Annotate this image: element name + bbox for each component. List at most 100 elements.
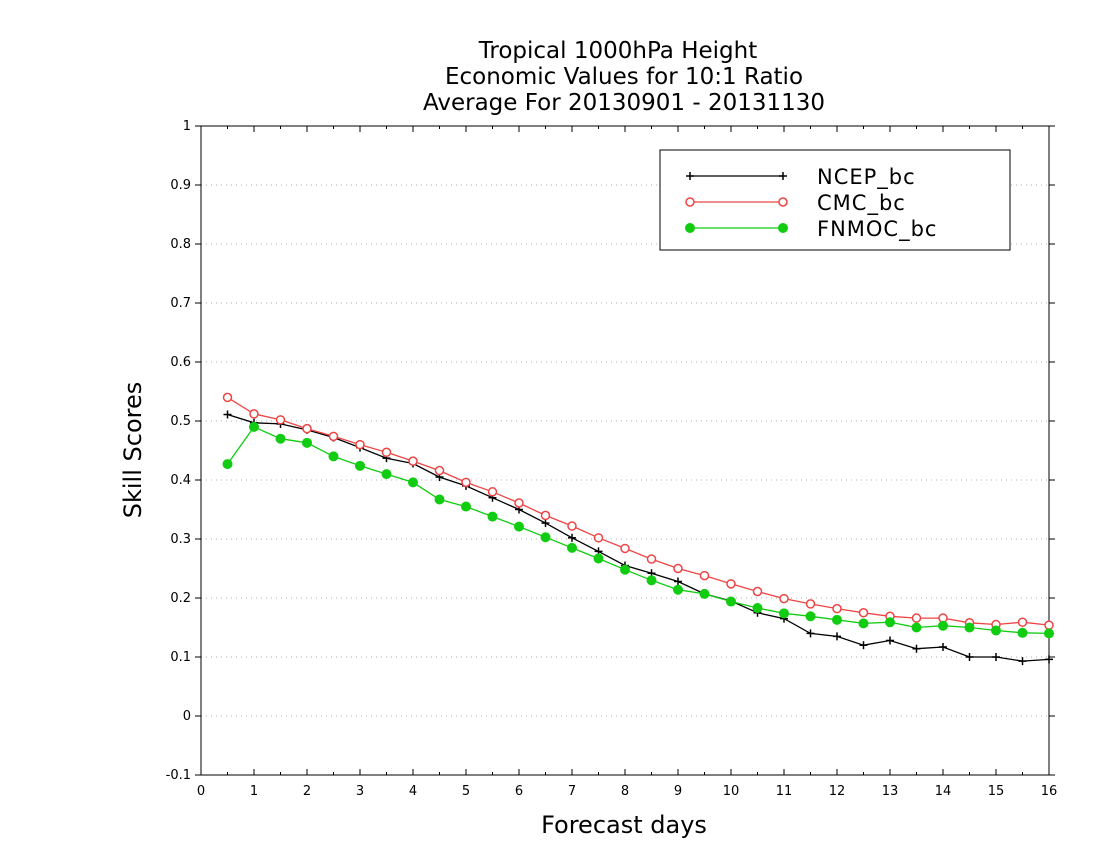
data-point xyxy=(302,423,312,434)
y-tick-label: 0.7 xyxy=(170,296,191,311)
data-point xyxy=(832,603,842,614)
data-point xyxy=(593,533,604,543)
x-tick-label: 7 xyxy=(568,784,576,799)
data-point xyxy=(222,392,233,403)
data-point xyxy=(939,642,947,651)
x-tick-label: 15 xyxy=(988,784,1005,799)
x-tick-label: 10 xyxy=(723,784,740,799)
legend-label: FNMOC_bc xyxy=(817,217,937,242)
legend-marker xyxy=(779,172,787,180)
data-point xyxy=(275,433,286,444)
data-point xyxy=(911,613,922,623)
y-tick-label: 0 xyxy=(183,709,191,724)
data-point xyxy=(514,521,524,532)
data-point xyxy=(858,608,869,618)
data-point xyxy=(726,579,736,589)
data-point xyxy=(859,641,868,650)
series-line xyxy=(227,396,1050,626)
data-point xyxy=(779,608,789,619)
x-tick-label: 0 xyxy=(197,784,205,799)
data-point xyxy=(568,533,576,542)
data-point xyxy=(911,622,922,633)
y-tick-label: 1 xyxy=(183,119,191,134)
y-tick-label: -0.1 xyxy=(166,768,191,783)
data-point xyxy=(302,437,312,448)
data-point xyxy=(514,498,524,508)
data-point xyxy=(249,409,259,419)
y-tick-label: 0.8 xyxy=(170,237,191,252)
chart-title-line-3: Average For 20130901 - 20131130 xyxy=(423,90,825,116)
data-point xyxy=(805,599,816,609)
data-point xyxy=(912,644,921,653)
data-point xyxy=(249,421,259,432)
series-cmc-bc xyxy=(222,392,1054,630)
data-point xyxy=(1044,628,1054,639)
legend-label: NCEP_bc xyxy=(817,165,916,190)
legend-box xyxy=(659,149,1011,251)
gridlines xyxy=(201,184,1049,717)
data-point xyxy=(832,614,842,625)
x-tick-label: 12 xyxy=(829,784,846,799)
data-point xyxy=(1044,620,1054,630)
data-point xyxy=(461,501,471,512)
x-tick-label: 6 xyxy=(515,784,523,799)
data-point xyxy=(885,617,895,628)
series-line xyxy=(226,426,1050,635)
data-point xyxy=(699,588,710,599)
data-point xyxy=(726,596,736,607)
y-tick-label: 0.2 xyxy=(170,591,191,606)
legend-item: CMC_bc xyxy=(685,191,906,216)
x-tick-label: 3 xyxy=(356,784,364,799)
data-point xyxy=(699,570,710,581)
chart-title-line-2: Economic Values for 10:1 Ratio xyxy=(445,64,803,90)
data-point xyxy=(752,603,763,614)
data-point xyxy=(646,575,657,586)
data-point xyxy=(434,465,445,476)
data-point xyxy=(620,543,630,554)
legend-label: CMC_bc xyxy=(817,191,906,216)
data-point xyxy=(541,519,550,528)
data-point xyxy=(222,459,233,470)
legend-marker xyxy=(685,223,695,233)
x-tick-label: 4 xyxy=(409,784,417,799)
data-point xyxy=(965,653,974,661)
data-point xyxy=(992,653,1000,661)
data-point xyxy=(461,477,471,488)
data-point xyxy=(858,618,869,629)
legend-marker xyxy=(778,223,788,233)
series-line xyxy=(227,413,1050,662)
data-point xyxy=(540,510,551,521)
data-point xyxy=(833,632,841,641)
y-tick-label: 0.6 xyxy=(170,355,191,370)
data-point xyxy=(1018,657,1027,666)
data-point xyxy=(674,577,682,586)
data-point xyxy=(752,586,763,597)
series-group xyxy=(222,392,1054,666)
data-point xyxy=(646,554,657,564)
x-axis-title: Forecast days xyxy=(541,811,707,839)
data-point xyxy=(673,563,683,574)
data-point xyxy=(805,611,816,622)
data-point xyxy=(487,511,498,522)
data-point xyxy=(673,584,683,595)
series-fnmoc-bc xyxy=(222,421,1054,639)
data-point xyxy=(381,447,392,458)
data-point xyxy=(408,456,418,466)
data-point xyxy=(328,431,339,442)
data-point xyxy=(567,521,577,531)
y-tick-label: 0.9 xyxy=(170,178,191,193)
x-tick-label: 8 xyxy=(621,784,629,799)
x-tick-label: 9 xyxy=(674,784,682,799)
data-point xyxy=(991,625,1001,636)
x-tick-label: 16 xyxy=(1041,784,1058,799)
data-point xyxy=(355,439,365,450)
data-point xyxy=(1017,617,1028,627)
data-point xyxy=(806,629,815,638)
data-point xyxy=(355,460,365,471)
x-tick-label: 2 xyxy=(303,784,311,799)
chart-title-line-1: Tropical 1000hPa Height xyxy=(478,38,758,64)
data-point xyxy=(567,542,577,553)
legend-marker xyxy=(778,197,788,207)
